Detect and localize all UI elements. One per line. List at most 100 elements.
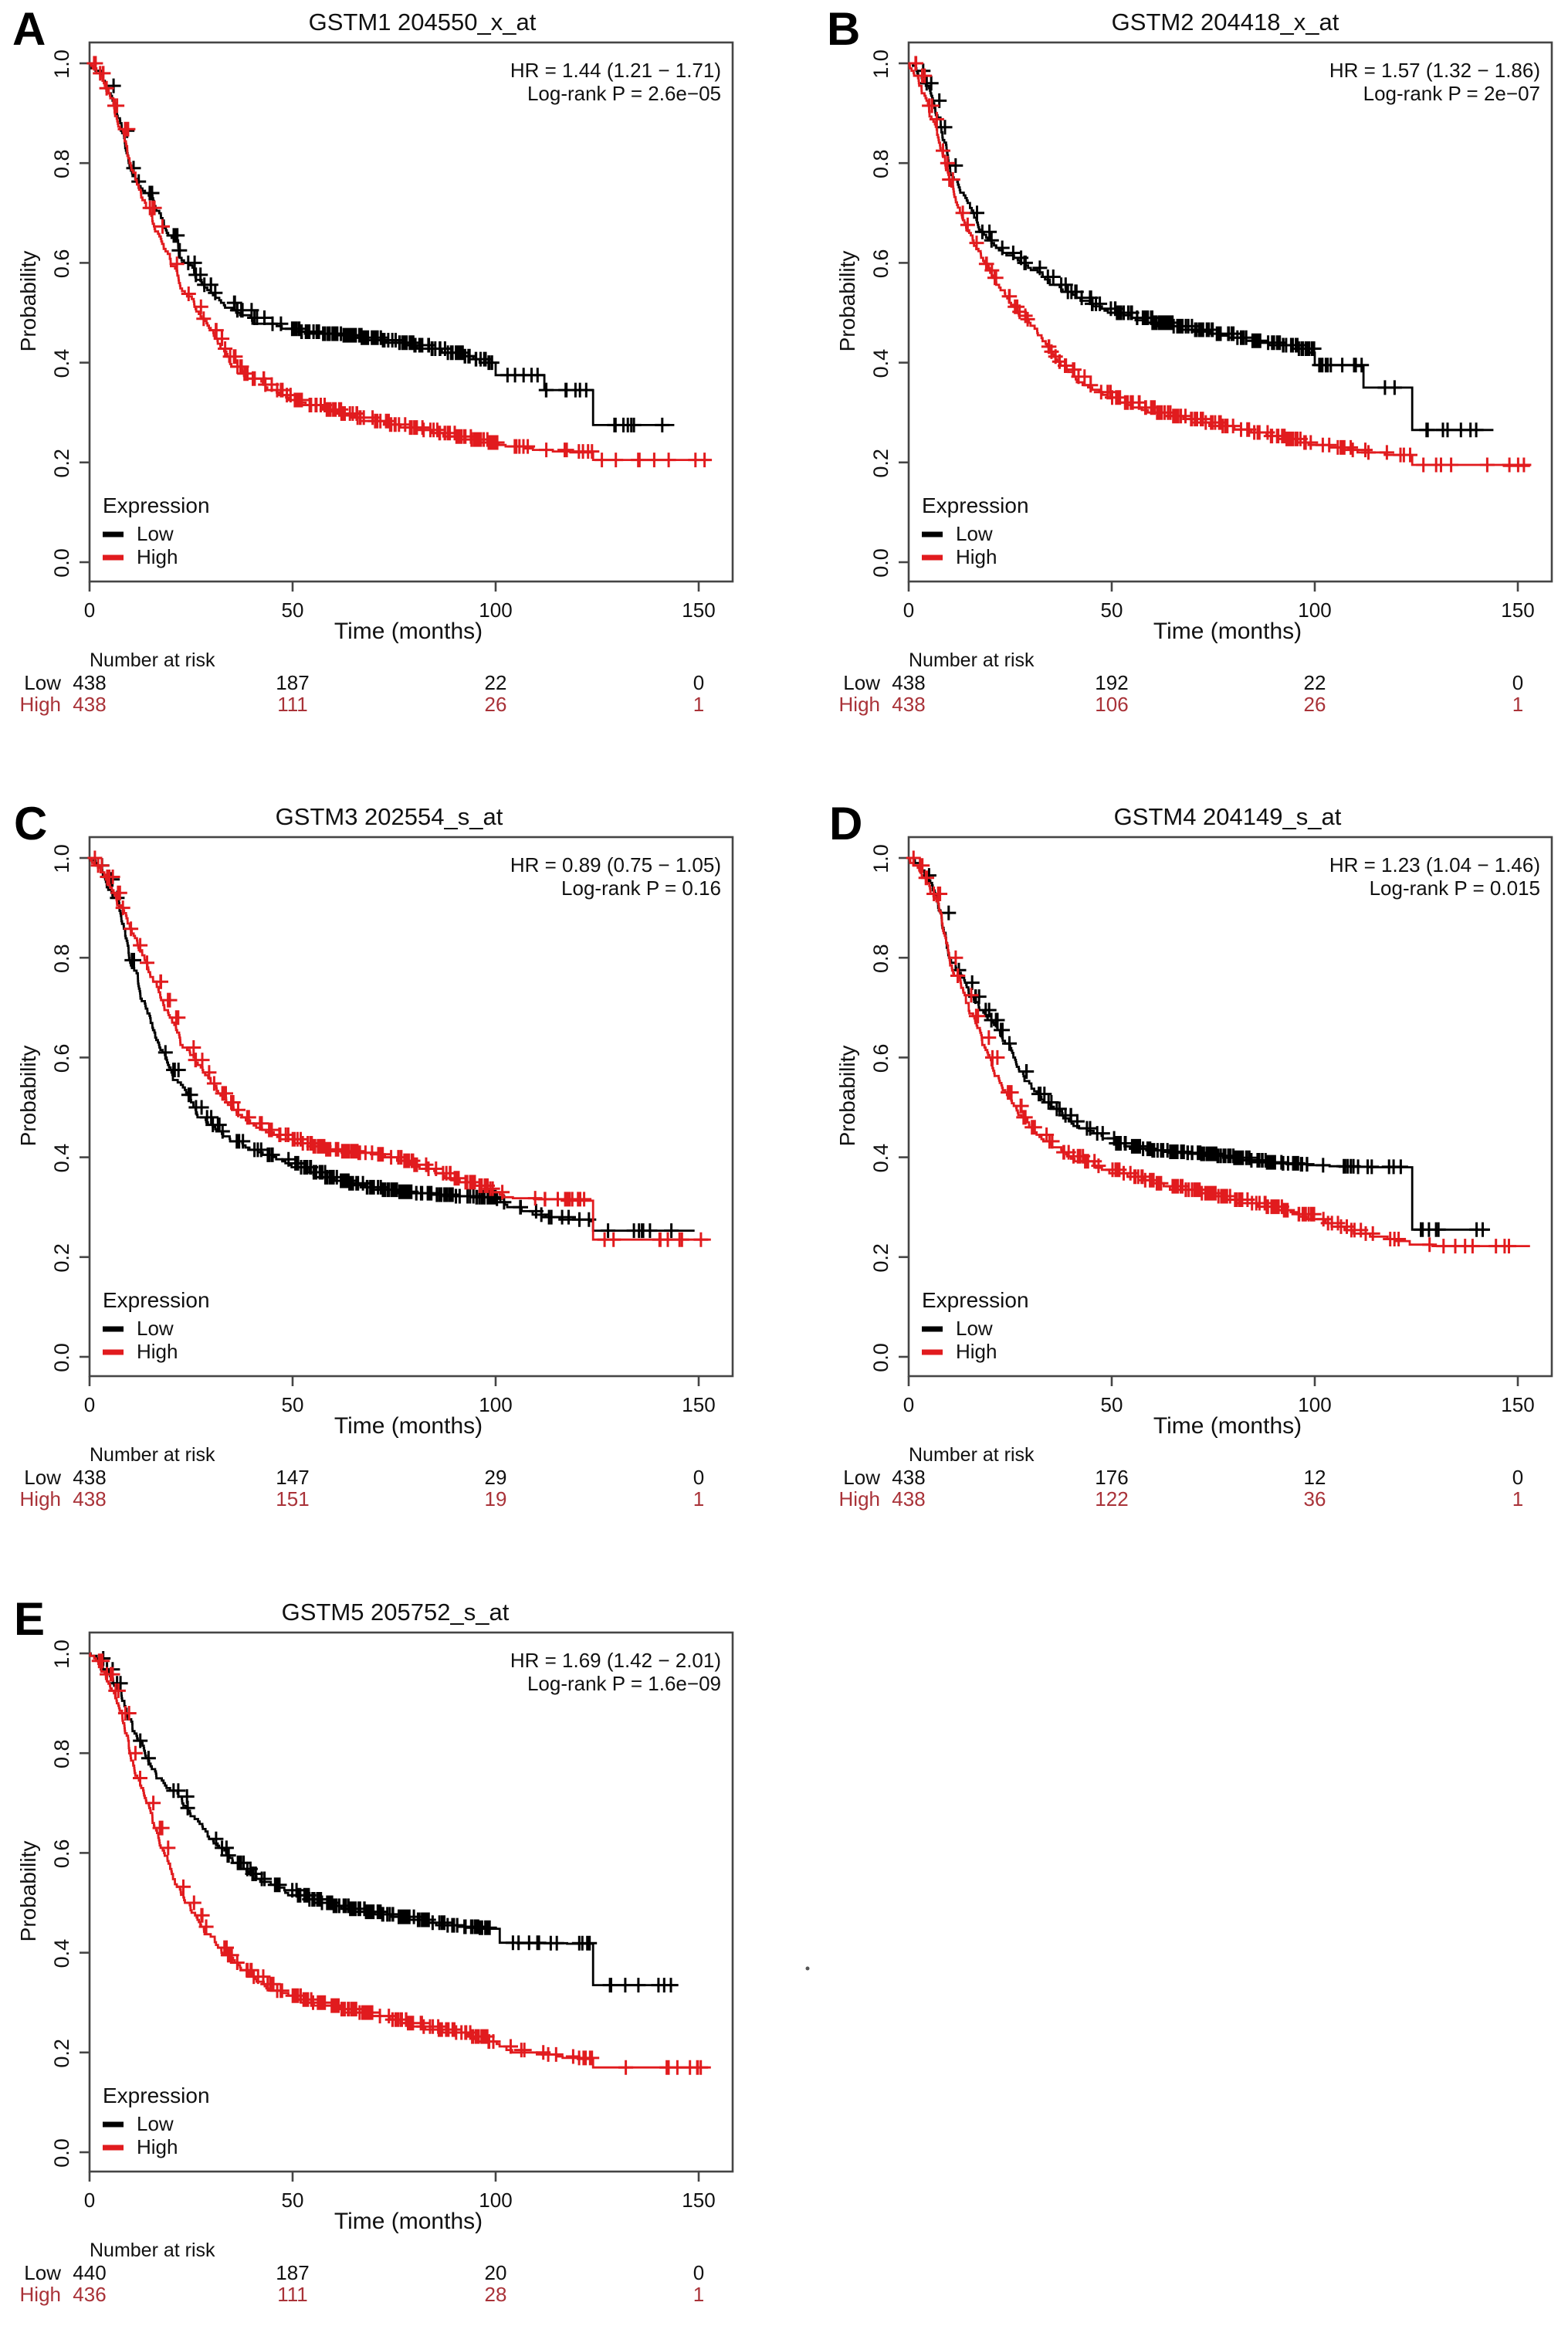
svg-text:0: 0 — [84, 598, 95, 622]
svg-text:High: High — [137, 2135, 178, 2158]
svg-text:HR = 1.69 (1.42 − 2.01): HR = 1.69 (1.42 − 2.01) — [510, 1649, 721, 1672]
svg-text:0: 0 — [693, 1466, 704, 1489]
svg-text:High: High — [20, 2283, 61, 2306]
svg-text:1: 1 — [1512, 693, 1523, 716]
svg-text:Time (months): Time (months) — [334, 2209, 483, 2234]
svg-text:0.4: 0.4 — [869, 349, 892, 378]
svg-text:Probability: Probability — [835, 251, 859, 352]
svg-text:1: 1 — [693, 1487, 704, 1511]
svg-text:150: 150 — [1501, 1393, 1534, 1416]
svg-text:Time (months): Time (months) — [1153, 619, 1302, 644]
svg-text:100: 100 — [1298, 1393, 1331, 1416]
svg-text:0: 0 — [84, 1393, 95, 1416]
svg-text:High: High — [839, 693, 880, 716]
svg-text:438: 438 — [73, 1487, 106, 1511]
svg-text:Low: Low — [24, 1466, 61, 1489]
svg-text:Log-rank P = 1.6e−09: Log-rank P = 1.6e−09 — [527, 1672, 721, 1695]
svg-text:50: 50 — [282, 598, 304, 622]
svg-text:0.6: 0.6 — [50, 1044, 73, 1073]
svg-text:Probability: Probability — [16, 1046, 40, 1147]
svg-text:100: 100 — [479, 1393, 512, 1416]
svg-text:176: 176 — [1095, 1466, 1128, 1489]
svg-text:28: 28 — [485, 2283, 507, 2306]
svg-text:50: 50 — [1101, 598, 1123, 622]
svg-text:1: 1 — [1512, 1487, 1523, 1511]
svg-text:192: 192 — [1095, 671, 1128, 694]
svg-text:187: 187 — [276, 2261, 309, 2284]
svg-text:0.6: 0.6 — [869, 1044, 892, 1073]
svg-text:0.8: 0.8 — [869, 149, 892, 178]
svg-text:436: 436 — [73, 2283, 106, 2306]
svg-text:Number at risk: Number at risk — [90, 649, 215, 671]
svg-text:111: 111 — [277, 693, 308, 716]
svg-text:0: 0 — [1512, 1466, 1523, 1489]
svg-text:438: 438 — [892, 671, 925, 694]
svg-text:Low: Low — [137, 522, 174, 545]
svg-text:100: 100 — [1298, 598, 1331, 622]
svg-text:Expression: Expression — [103, 1288, 210, 1312]
svg-text:Time (months): Time (months) — [334, 1413, 483, 1439]
svg-text:0.2: 0.2 — [50, 1243, 73, 1273]
svg-text:1: 1 — [693, 693, 704, 716]
svg-text:438: 438 — [892, 693, 925, 716]
svg-text:A: A — [12, 3, 46, 55]
svg-text:438: 438 — [892, 1487, 925, 1511]
svg-text:150: 150 — [682, 598, 715, 622]
svg-text:Number at risk: Number at risk — [90, 1444, 215, 1466]
svg-text:High: High — [137, 1340, 178, 1363]
svg-text:HR = 1.23 (1.04 − 1.46): HR = 1.23 (1.04 − 1.46) — [1329, 853, 1540, 876]
svg-text:GSTM3 202554_s_at: GSTM3 202554_s_at — [276, 803, 503, 830]
svg-text:0.8: 0.8 — [869, 944, 892, 973]
svg-text:Number at risk: Number at risk — [90, 2240, 215, 2261]
svg-text:122: 122 — [1095, 1487, 1128, 1511]
svg-text:High: High — [20, 1487, 61, 1511]
svg-text:0.2: 0.2 — [869, 1243, 892, 1273]
svg-text:0: 0 — [84, 2189, 95, 2212]
svg-text:1.0: 1.0 — [50, 1639, 73, 1669]
svg-text:438: 438 — [73, 1466, 106, 1489]
svg-text:GSTM5 205752_s_at: GSTM5 205752_s_at — [282, 1599, 510, 1626]
svg-text:HR = 0.89 (0.75 − 1.05): HR = 0.89 (0.75 − 1.05) — [510, 853, 721, 876]
svg-text:0.0: 0.0 — [50, 1343, 73, 1372]
svg-text:0: 0 — [693, 2261, 704, 2284]
svg-text:E: E — [14, 1593, 45, 1645]
svg-text:Low: Low — [956, 522, 993, 545]
svg-text:440: 440 — [73, 2261, 106, 2284]
svg-text:Low: Low — [24, 671, 61, 694]
svg-text:Low: Low — [137, 2112, 174, 2135]
svg-text:High: High — [20, 693, 61, 716]
svg-text:0.8: 0.8 — [50, 1739, 73, 1768]
svg-text:438: 438 — [73, 693, 106, 716]
svg-text:50: 50 — [282, 2189, 304, 2212]
svg-text:Probability: Probability — [835, 1046, 859, 1147]
svg-text:B: B — [827, 3, 860, 55]
svg-text:Low: Low — [956, 1317, 993, 1340]
svg-text:22: 22 — [1304, 671, 1326, 694]
svg-text:0: 0 — [903, 1393, 914, 1416]
svg-text:1.0: 1.0 — [869, 49, 892, 79]
svg-text:26: 26 — [1304, 693, 1326, 716]
svg-text:GSTM4 204149_s_at: GSTM4 204149_s_at — [1114, 803, 1342, 830]
svg-text:0: 0 — [903, 598, 914, 622]
svg-text:0.6: 0.6 — [50, 249, 73, 279]
svg-text:20: 20 — [485, 2261, 507, 2284]
svg-text:0: 0 — [693, 671, 704, 694]
svg-text:GSTM2 204418_x_at: GSTM2 204418_x_at — [1112, 8, 1339, 36]
svg-text:50: 50 — [1101, 1393, 1123, 1416]
svg-text:187: 187 — [276, 671, 309, 694]
svg-text:Number at risk: Number at risk — [909, 649, 1035, 671]
svg-text:147: 147 — [276, 1466, 309, 1489]
svg-text:High: High — [839, 1487, 880, 1511]
svg-text:12: 12 — [1304, 1466, 1326, 1489]
svg-text:Expression: Expression — [103, 493, 210, 517]
svg-text:1: 1 — [693, 2283, 704, 2306]
svg-text:29: 29 — [485, 1466, 507, 1489]
svg-text:26: 26 — [485, 693, 507, 716]
svg-text:Expression: Expression — [922, 1288, 1029, 1312]
svg-text:Time (months): Time (months) — [334, 619, 483, 644]
svg-text:High: High — [137, 545, 178, 568]
svg-text:High: High — [956, 1340, 997, 1363]
svg-text:1.0: 1.0 — [50, 844, 73, 873]
svg-text:0: 0 — [1512, 671, 1523, 694]
svg-text:GSTM1 204550_x_at: GSTM1 204550_x_at — [309, 8, 537, 36]
